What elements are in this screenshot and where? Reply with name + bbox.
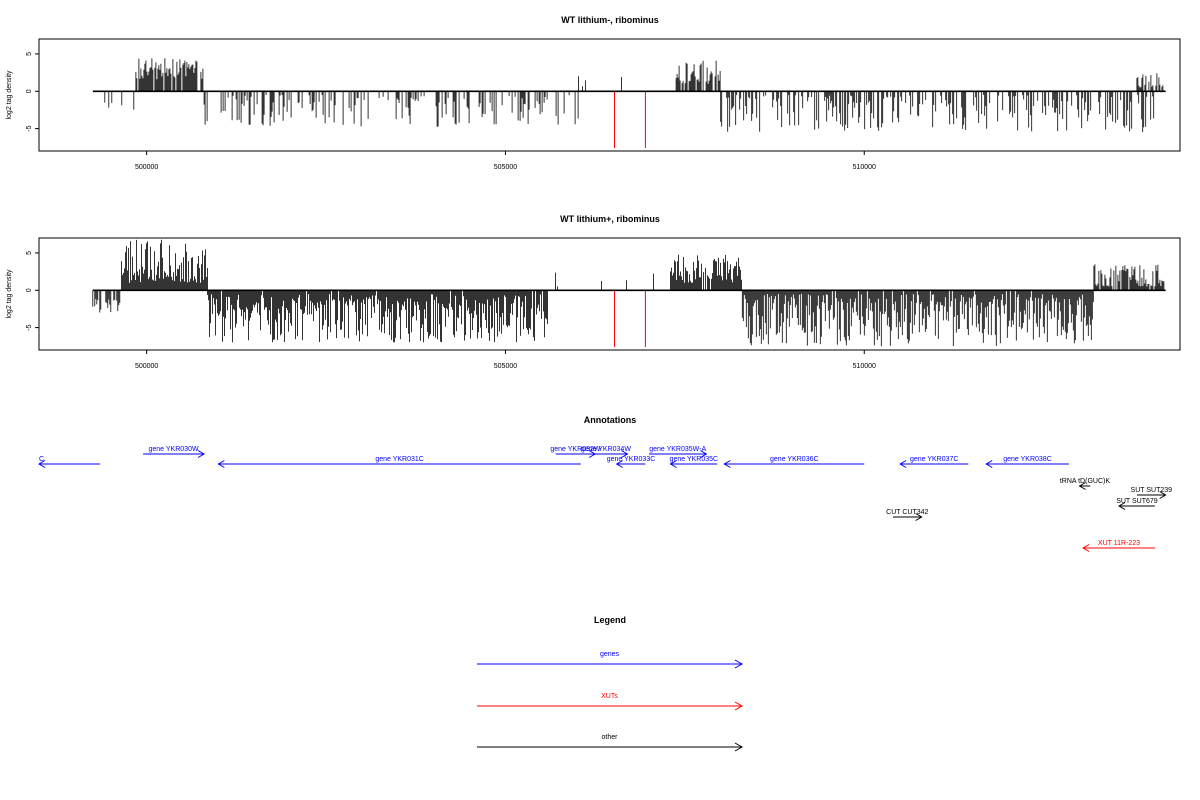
y-axis-label: log2 tag density [6, 70, 13, 120]
track-title: WT lithium+, ribominus [560, 214, 660, 224]
y-tick-label: 5 [26, 52, 33, 56]
feature-arrowhead [669, 460, 677, 468]
annotation-feature: gene YKR037C [899, 456, 969, 468]
feature-label: SUT SUT679 [1116, 498, 1158, 505]
x-tick-label: 505000 [494, 164, 517, 171]
annotation-feature: XUT 11R-223 [1082, 540, 1155, 552]
density-bars [92, 58, 1166, 148]
legend-arrowhead [734, 742, 744, 752]
feature-label: gene YKR033C [607, 456, 656, 463]
feature-arrowhead [621, 450, 629, 458]
annotation-feature: gene YKR033C [607, 456, 656, 468]
feature-label: C [39, 456, 44, 463]
y-tick-label: -5 [26, 125, 33, 131]
feature-label: gene YKR035C [670, 456, 719, 463]
annotation-feature: gene YKR036C [723, 456, 865, 468]
feature-arrowhead [217, 460, 225, 468]
annotation-feature: gene YKR030W [143, 446, 206, 458]
feature-label: gene YKR031C [375, 456, 424, 463]
feature-label: gene YKR032W [550, 446, 600, 453]
track-panel-lithium-plus: WT lithium+, ribominus log2 tag density … [6, 214, 1181, 370]
legend-item: genes [477, 651, 744, 669]
plot-frame [38, 237, 1181, 351]
feature-arrowhead [1159, 491, 1167, 499]
annotation-feature: gene YKR035W-A [648, 446, 708, 458]
axes: -5 0 5 500000 505000 510000 [26, 52, 876, 171]
annotations-title: Annotations [584, 415, 637, 425]
x-tick-label: 510000 [853, 363, 876, 370]
feature-label: CUT CUT342 [886, 509, 928, 516]
feature-arrowhead [700, 450, 708, 458]
x-tick-label: 510000 [853, 164, 876, 171]
feature-label: gene YKR034W [581, 446, 631, 453]
annotation-feature: gene YKR035C [669, 456, 719, 468]
x-tick-label: 500000 [135, 363, 158, 370]
annotation-feature: gene YKR038C [985, 456, 1069, 468]
feature-label: gene YKR036C [770, 456, 819, 463]
y-tick-label: 5 [26, 251, 33, 255]
y-tick-label: 0 [26, 288, 33, 292]
feature-arrowhead [985, 460, 993, 468]
axes: -5 0 5 500000 505000 510000 [26, 251, 876, 370]
annotation-feature: gene YKR034W [581, 446, 631, 458]
feature-label: gene YKR035W-A [649, 446, 706, 453]
y-axis-label: log2 tag density [6, 269, 13, 319]
feature-arrowhead [1082, 544, 1090, 552]
feature-arrowhead [1118, 502, 1126, 510]
feature-arrowhead [899, 460, 907, 468]
annotation-feature: SUT SUT679 [1116, 498, 1158, 510]
legend-items: genes XUTs other [477, 651, 744, 752]
feature-arrowhead [197, 450, 206, 458]
x-tick-label: 505000 [494, 363, 517, 370]
feature-arrowhead [1078, 482, 1086, 490]
feature-arrowhead [38, 460, 46, 468]
y-tick-label: -5 [26, 324, 33, 330]
annotation-feature: C [38, 456, 100, 468]
legend-label: XUTs [601, 693, 618, 700]
density-bars [92, 239, 1166, 347]
track-panel-lithium-minus: WT lithium-, ribominus log2 tag density … [6, 15, 1181, 171]
feature-label: tRNA tD(GUC)K [1060, 478, 1111, 485]
legend-title: Legend [594, 615, 626, 625]
y-tick-label: 0 [26, 89, 33, 93]
annotation-feature: gene YKR031C [217, 456, 581, 468]
feature-label: gene YKR030W [149, 446, 199, 453]
feature-label: SUT SUT239 [1131, 487, 1173, 494]
legend-arrowhead [734, 659, 744, 669]
annotation-feature: tRNA tD(GUC)K [1060, 478, 1111, 490]
feature-arrowhead [615, 460, 623, 468]
feature-label: XUT 11R-223 [1098, 540, 1140, 547]
legend-label: other [602, 734, 619, 741]
x-tick-label: 500000 [135, 164, 158, 171]
feature-label: gene YKR037C [910, 456, 959, 463]
feature-label: gene YKR038C [1003, 456, 1052, 463]
feature-arrowhead [915, 513, 923, 521]
legend-item: XUTs [477, 693, 744, 711]
feature-arrowhead [723, 460, 731, 468]
plot-frame [38, 38, 1181, 152]
legend-item: other [477, 734, 744, 752]
annotation-feature: CUT CUT342 [886, 509, 929, 521]
legend: Legend genes XUTs other [477, 615, 744, 752]
legend-label: genes [600, 651, 620, 658]
track-title: WT lithium-, ribominus [561, 15, 659, 25]
annotation-feature: SUT SUT239 [1131, 487, 1173, 499]
legend-arrowhead [734, 701, 744, 711]
